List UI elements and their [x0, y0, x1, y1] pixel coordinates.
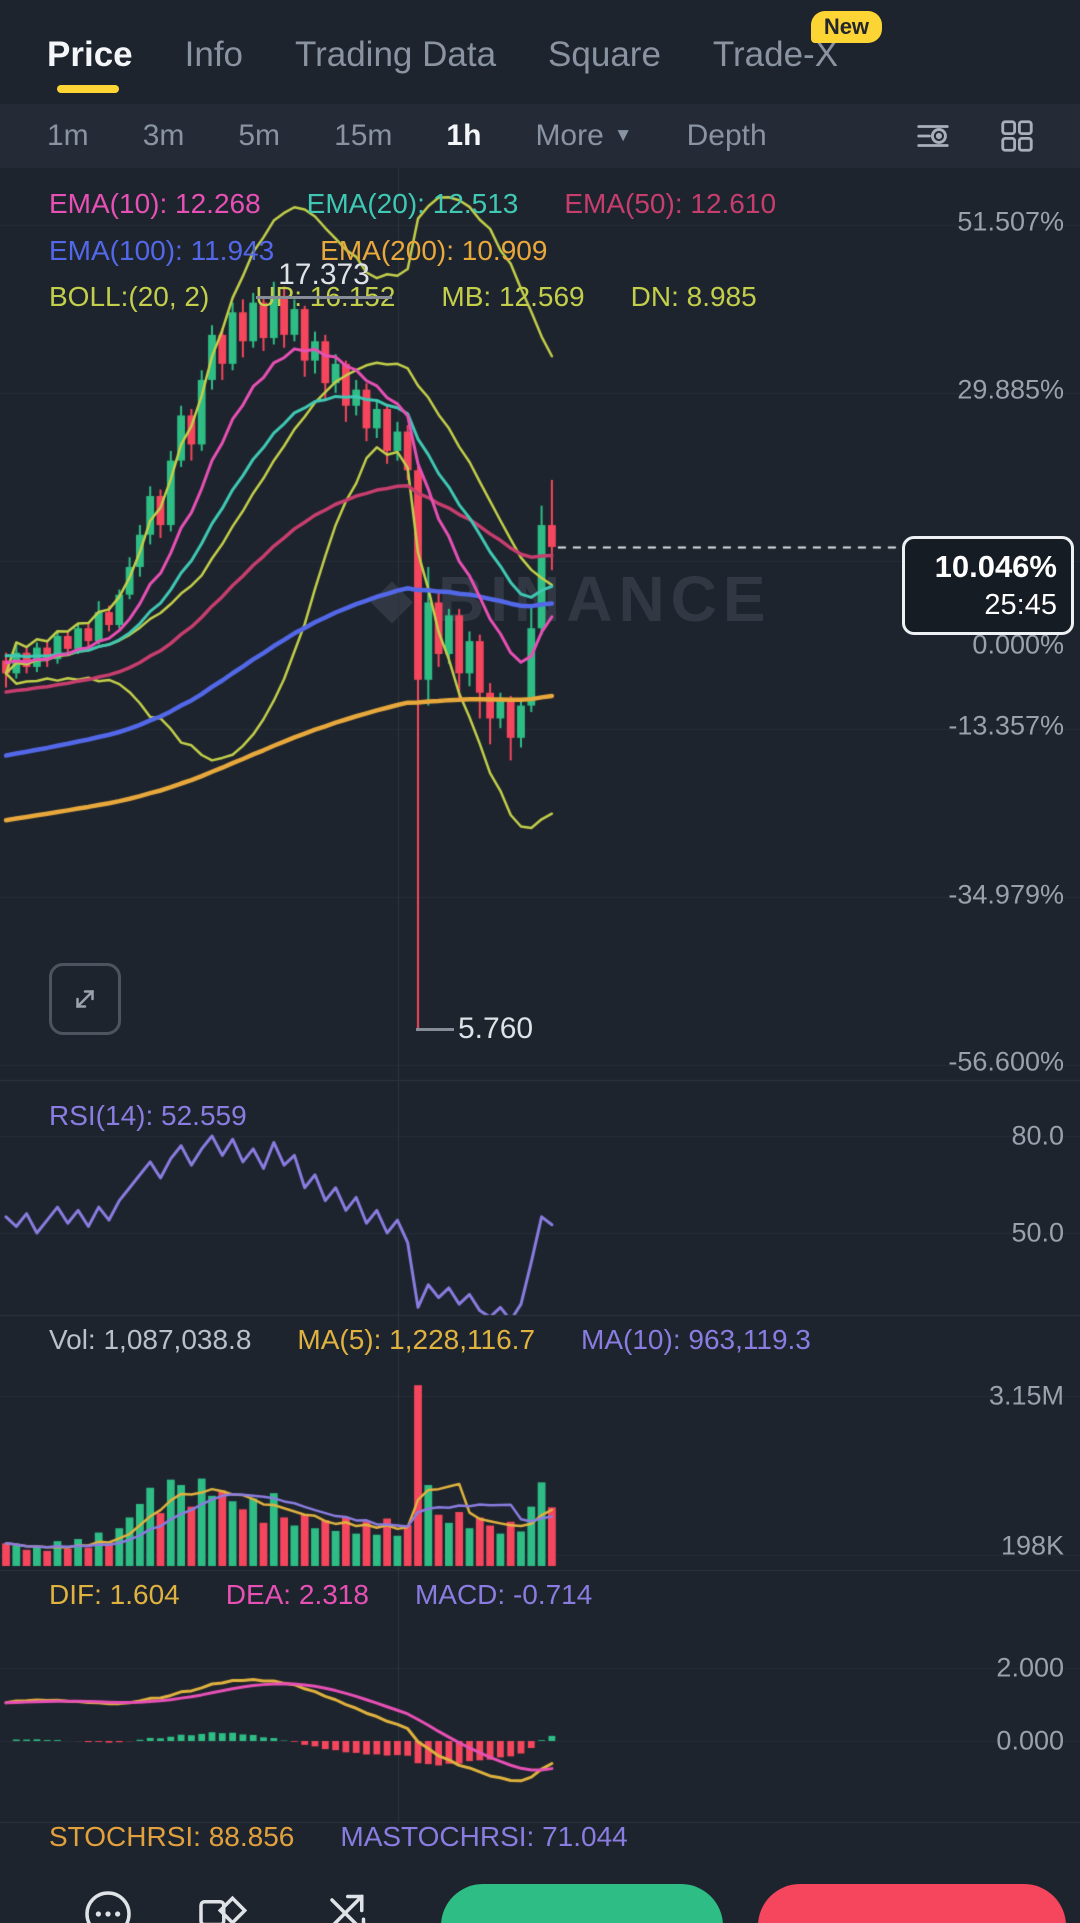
more-timeframes-button[interactable]: More ▼	[535, 119, 632, 153]
bottom-action-bar	[0, 1876, 1080, 1923]
ema200-label: EMA(200): 10.909	[320, 235, 548, 266]
rsi-label-row: RSI(14): 52.559	[49, 1100, 247, 1132]
timeframe-1m[interactable]: 1m	[47, 119, 89, 152]
timeframe-1h[interactable]: 1h	[446, 119, 482, 152]
circle-dots-icon[interactable]	[80, 1886, 136, 1923]
grid-layout-icon[interactable]	[998, 117, 1036, 155]
timeframe-3m[interactable]: 3m	[142, 119, 185, 152]
axis-label-rsi-80: 80.0	[1011, 1120, 1064, 1151]
boll-dn-label: DN: 8.985	[630, 281, 757, 312]
expand-arrows-icon	[76, 990, 94, 1008]
tab-square[interactable]: Square	[548, 35, 661, 75]
timeframe-5m[interactable]: 5m	[238, 119, 281, 152]
depth-button[interactable]: Depth	[686, 119, 767, 152]
indicators-icon[interactable]	[914, 117, 952, 155]
tab-square-label: Square	[548, 35, 661, 74]
fullscreen-expand-button[interactable]	[49, 963, 121, 1035]
boll-labels-row: BOLL:(20, 2) UP: 16.152 MB: 12.569 DN: 8…	[49, 281, 757, 313]
tab-price-label: Price	[47, 35, 133, 74]
axis-label-vol-min: 198K	[1000, 1530, 1064, 1561]
current-percent: 10.046%	[934, 549, 1057, 584]
tab-trade-x[interactable]: Trade-X New	[713, 11, 883, 75]
axis-label-main-0: 51.507%	[957, 206, 1064, 237]
axis-label-main-4: -34.979%	[948, 879, 1064, 910]
axis-label-macd-0: 0.000	[996, 1725, 1064, 1756]
ema20-label: EMA(20): 12.513	[306, 188, 519, 219]
axis-label-main-1: 29.885%	[957, 374, 1064, 405]
ema50-label: EMA(50): 12.610	[564, 188, 777, 219]
swap-arrows-icon[interactable]	[318, 1886, 374, 1923]
tab-price[interactable]: Price	[47, 35, 133, 93]
candle-countdown: 25:45	[984, 589, 1057, 622]
axis-label-macd-2: 2.000	[996, 1652, 1064, 1683]
vol-label: Vol: 1,087,038.8	[49, 1324, 252, 1355]
square-diamond-icon[interactable]	[194, 1886, 250, 1923]
tab-info[interactable]: Info	[185, 35, 243, 75]
timeframe-bar: 1m 3m 5m 15m 1h More ▼ Depth	[0, 104, 1080, 168]
price-chart-canvas[interactable]	[0, 166, 1080, 1880]
axis-label-main-3: -13.357%	[948, 710, 1064, 741]
ema10-label: EMA(10): 12.268	[49, 188, 261, 219]
top-nav: Price Info Trading Data Square Trade-X N…	[0, 11, 1080, 94]
mastochrsi-label: MASTOCHRSI: 71.044	[340, 1821, 628, 1852]
tab-trading-data[interactable]: Trading Data	[295, 35, 496, 75]
boll-mb-label: MB: 12.569	[441, 281, 585, 312]
ema100-label: EMA(100): 11.943	[49, 235, 275, 266]
ema-labels-row-2: EMA(100): 11.943 EMA(200): 10.909	[49, 235, 547, 267]
axis-label-vol-max: 3.15M	[988, 1380, 1064, 1411]
timeframe-15m[interactable]: 15m	[334, 119, 393, 152]
chart-tool-icons	[914, 117, 1036, 155]
stochrsi-labels-row: STOCHRSI: 88.856 MASTOCHRSI: 71.044	[49, 1821, 628, 1853]
rsi-label: RSI(14): 52.559	[49, 1100, 247, 1131]
high-price-annotation: 17.373	[256, 258, 392, 299]
buy-button[interactable]	[441, 1884, 723, 1923]
axis-label-rsi-50: 50.0	[1011, 1217, 1064, 1248]
volume-labels-row: Vol: 1,087,038.8 MA(5): 1,228,116.7 MA(1…	[49, 1324, 811, 1356]
boll-label: BOLL:(20, 2)	[49, 281, 210, 312]
dea-label: DEA: 2.318	[225, 1579, 369, 1610]
tab-info-label: Info	[184, 35, 244, 74]
chevron-down-icon: ▼	[613, 125, 633, 146]
sell-button[interactable]	[758, 1884, 1066, 1923]
current-price-tag: 10.046% 25:45	[902, 536, 1074, 635]
low-price-pointer-line	[416, 1028, 454, 1031]
more-label: More	[535, 119, 604, 152]
new-badge: New	[810, 11, 883, 43]
tab-trading-data-label: Trading Data	[295, 35, 497, 74]
macd-labels-row: DIF: 1.604 DEA: 2.318 MACD: -0.714	[49, 1579, 592, 1611]
vol-ma10-label: MA(10): 963,119.3	[581, 1324, 811, 1355]
vol-ma5-label: MA(5): 1,228,116.7	[297, 1324, 536, 1355]
low-price-annotation: 5.760	[458, 1012, 534, 1045]
dif-label: DIF: 1.604	[49, 1579, 180, 1610]
macd-label: MACD: -0.714	[414, 1579, 593, 1610]
active-tab-underline	[57, 85, 119, 93]
axis-label-main-5: -56.600%	[948, 1046, 1064, 1077]
stochrsi-label: STOCHRSI: 88.856	[49, 1821, 295, 1852]
ema-labels-row: EMA(10): 12.268 EMA(20): 12.513 EMA(50):…	[49, 188, 776, 220]
